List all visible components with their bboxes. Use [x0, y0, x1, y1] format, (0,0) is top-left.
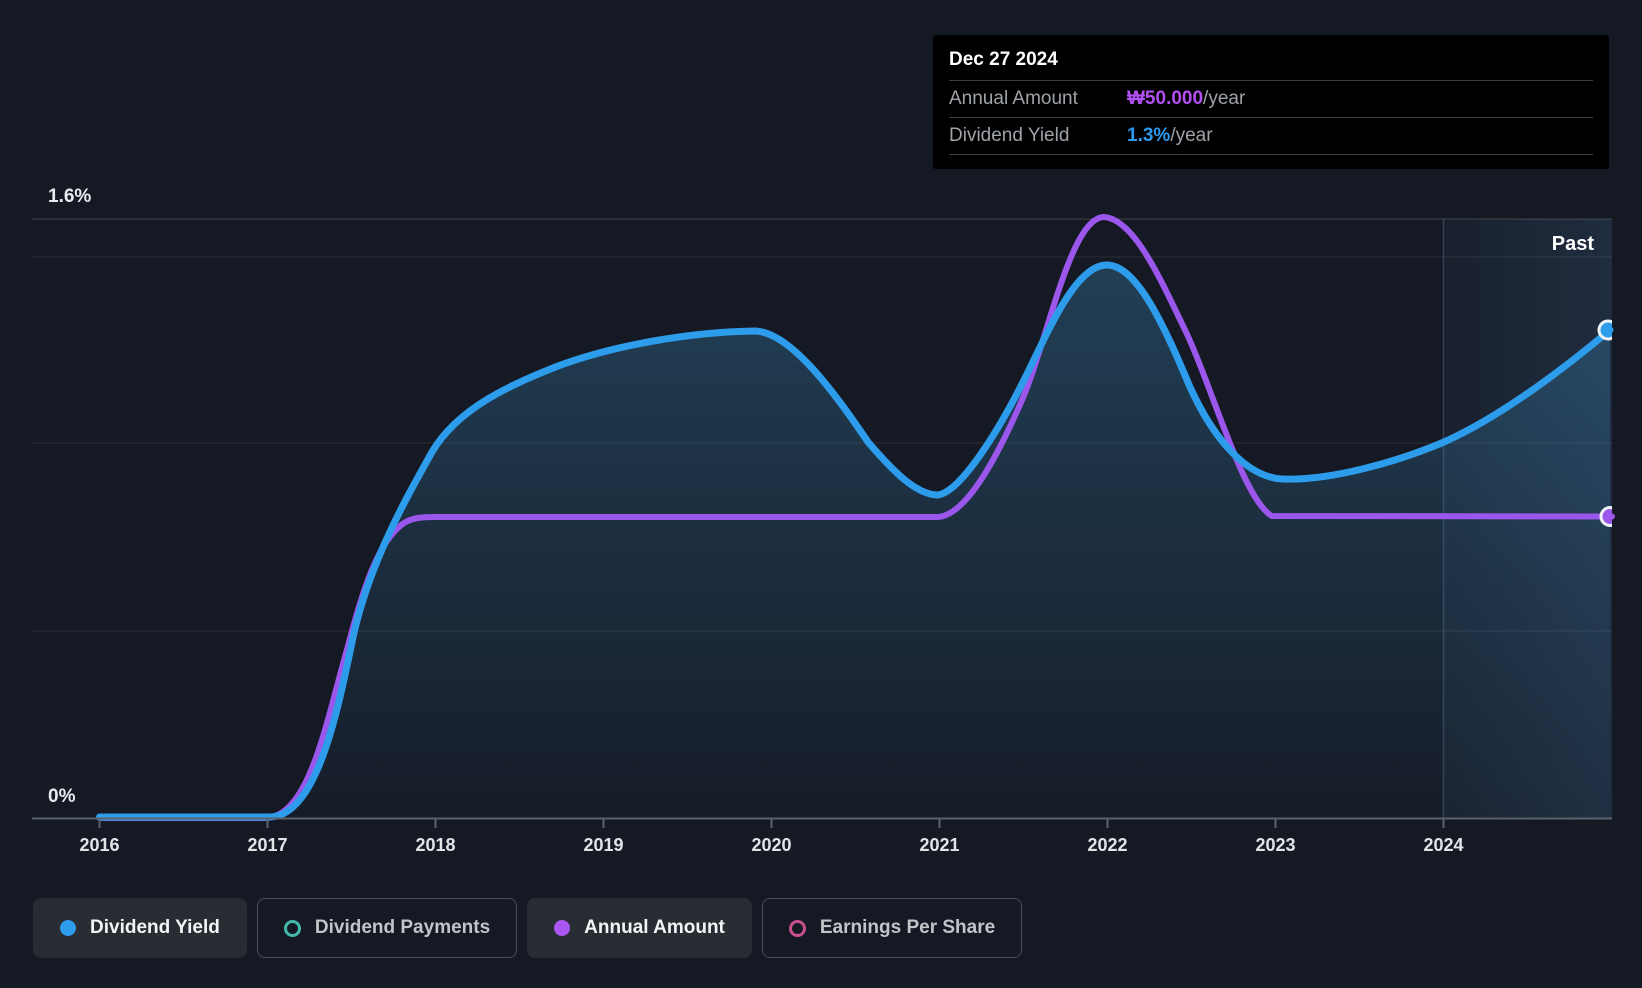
y-axis-min-label: 0%: [48, 786, 76, 807]
tooltip-annual-amount-label: Annual Amount: [949, 88, 1078, 109]
tooltip-row-dividend-yield: Dividend Yield 1.3% /year: [949, 117, 1593, 155]
year-label-2020: 2020: [751, 835, 791, 855]
tooltip-dividend-yield-label: Dividend Yield: [949, 125, 1070, 146]
y-axis-max-label: 1.6%: [48, 186, 91, 207]
tooltip-dividend-yield-value: 1.3%: [1127, 125, 1171, 146]
tooltip-annual-amount-suffix: /year: [1203, 88, 1246, 109]
legend-label-dividend-payments: Dividend Payments: [314, 917, 491, 938]
legend-label-earnings-per-share: Earnings Per Share: [819, 917, 996, 938]
legend-toggle-earnings-per-share[interactable]: Earnings Per Share: [761, 898, 1023, 958]
dividend-yield-area: [99, 264, 1610, 819]
dividend-yield-dot-icon: [60, 920, 76, 936]
x-axis-ticks: [98, 819, 1445, 828]
year-label-2024: 2024: [1423, 835, 1463, 855]
year-label-2017: 2017: [247, 835, 287, 855]
year-label-2023: 2023: [1255, 835, 1295, 855]
annual-amount-dot-icon: [554, 920, 571, 936]
legend-label-dividend-yield: Dividend Yield: [90, 917, 220, 938]
x-axis-labels: 2016 2017 2018 2019 2020 2021 2022 2023 …: [79, 835, 1463, 855]
tooltip-annual-amount-value: ₩50.000: [1127, 88, 1204, 109]
legend-toggle-dividend-payments[interactable]: Dividend Payments: [256, 898, 518, 958]
year-label-2022: 2022: [1087, 835, 1127, 855]
tooltip-dividend-yield-suffix: /year: [1170, 125, 1213, 146]
dividend-yield-end-marker: [1597, 319, 1612, 341]
annual-amount-end-marker: [1599, 506, 1612, 527]
series-end-markers: [1597, 319, 1612, 527]
year-label-2019: 2019: [583, 835, 623, 855]
chart-tooltip: Dec 27 2024 Annual Amount ₩50.000 /year …: [933, 35, 1609, 169]
earnings-per-share-ring-icon: [788, 919, 806, 937]
dividend-yield-line: [96, 261, 1614, 821]
past-label: Past: [1552, 233, 1595, 255]
year-label-2016: 2016: [79, 835, 119, 855]
dividend-payments-ring-icon: [283, 919, 301, 937]
tooltip-date: Dec 27 2024: [949, 49, 1058, 70]
legend-label-annual-amount: Annual Amount: [584, 917, 725, 938]
year-label-2018: 2018: [415, 835, 455, 855]
legend-toggle-annual-amount[interactable]: Annual Amount: [527, 898, 752, 958]
legend-toggle-dividend-yield[interactable]: Dividend Yield: [33, 898, 247, 958]
tooltip-row-annual-amount: Annual Amount ₩50.000 /year: [949, 80, 1593, 117]
chart-legend: Dividend Yield Dividend Payments Annual …: [33, 898, 1023, 958]
year-label-2021: 2021: [919, 835, 959, 855]
